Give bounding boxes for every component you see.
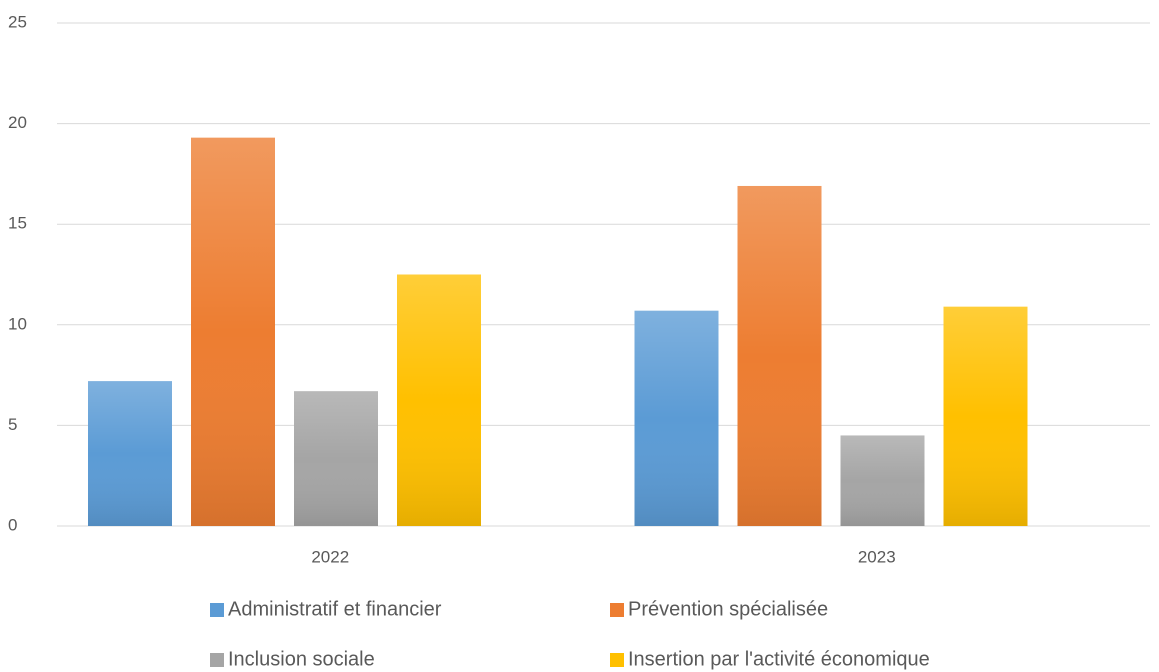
bar-sheen [840, 435, 925, 526]
legend-swatch [610, 653, 624, 667]
bar-sheen [397, 274, 481, 526]
y-tick-label: 10 [8, 314, 27, 333]
y-tick-label: 25 [8, 12, 27, 31]
y-tick-label: 15 [8, 214, 27, 233]
legend-label: Insertion par l'activité économique [628, 648, 930, 670]
y-tick-label: 0 [8, 515, 17, 534]
x-tick-label: 2023 [858, 547, 896, 566]
legend-label: Administratif et financier [228, 598, 442, 620]
x-tick-label: 2022 [311, 547, 349, 566]
y-tick-label: 20 [8, 113, 27, 132]
y-tick-label: 5 [8, 415, 17, 434]
legend-swatch [210, 603, 224, 617]
legend-label: Prévention spécialisée [628, 598, 828, 620]
legend-swatch [610, 603, 624, 617]
bar-sheen [88, 381, 172, 526]
legend-label: Inclusion sociale [228, 648, 375, 670]
bar-sheen [737, 185, 822, 527]
bar-sheen [943, 306, 1028, 526]
bar-sheen [634, 310, 719, 526]
bar-sheen [191, 137, 275, 526]
bar-sheen [294, 391, 378, 526]
legend-swatch [210, 653, 224, 667]
